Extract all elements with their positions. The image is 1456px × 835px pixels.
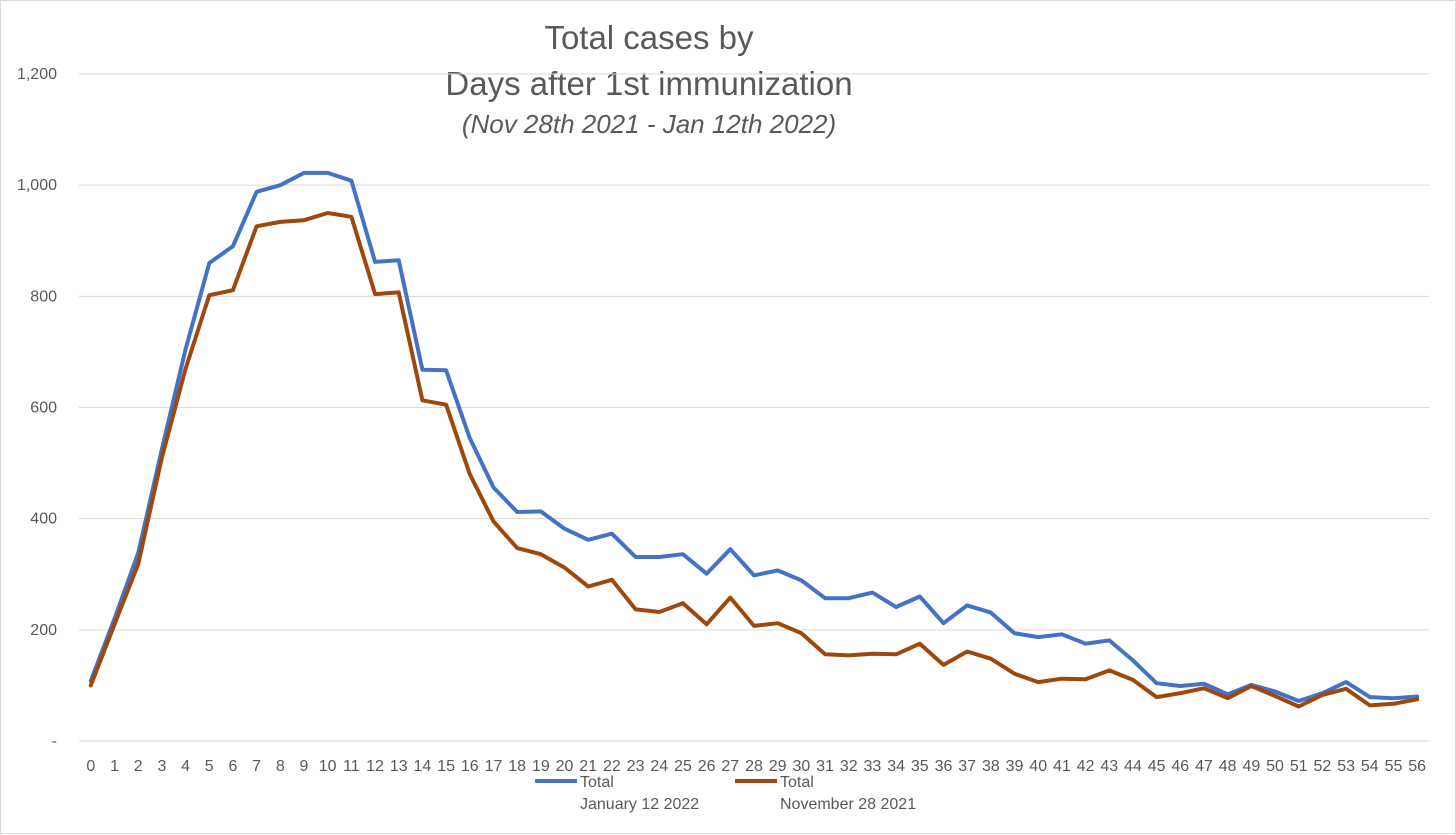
x-tick-label: 30 bbox=[792, 758, 810, 775]
y-tick-label: 1,200 bbox=[17, 66, 57, 83]
legend-label-2-line-2: November 28 2021 bbox=[780, 796, 916, 813]
x-tick-label: 13 bbox=[390, 758, 408, 775]
legend-label-2-line-1: Total bbox=[780, 774, 814, 791]
x-tick-label: 1 bbox=[110, 758, 119, 775]
y-tick-label: 600 bbox=[30, 400, 57, 417]
x-tick-label: 15 bbox=[437, 758, 455, 775]
x-tick-label: 9 bbox=[300, 758, 309, 775]
x-tick-label: 45 bbox=[1148, 758, 1166, 775]
x-tick-label: 36 bbox=[935, 758, 953, 775]
legend-label-1-line-1: Total bbox=[580, 774, 614, 791]
x-tick-label: 10 bbox=[319, 758, 337, 775]
x-tick-label: 17 bbox=[485, 758, 503, 775]
legend-label-1-line-2: January 12 2022 bbox=[580, 796, 699, 813]
x-tick-label: 18 bbox=[508, 758, 526, 775]
x-tick-label: 48 bbox=[1219, 758, 1237, 775]
y-tick-label: 200 bbox=[30, 622, 57, 639]
x-tick-label: 40 bbox=[1029, 758, 1047, 775]
x-tick-label: 20 bbox=[556, 758, 574, 775]
x-tick-label: 12 bbox=[366, 758, 384, 775]
x-tick-label: 27 bbox=[721, 758, 739, 775]
x-tick-label: 53 bbox=[1337, 758, 1355, 775]
x-tick-label: 49 bbox=[1242, 758, 1260, 775]
x-tick-label: 0 bbox=[86, 758, 95, 775]
x-tick-label: 41 bbox=[1053, 758, 1071, 775]
x-tick-label: 55 bbox=[1385, 758, 1403, 775]
x-tick-label: 14 bbox=[414, 758, 432, 775]
x-tick-label: 56 bbox=[1408, 758, 1426, 775]
x-tick-label: 22 bbox=[603, 758, 621, 775]
x-tick-label: 37 bbox=[958, 758, 976, 775]
x-tick-label: 21 bbox=[579, 758, 597, 775]
series-line-1 bbox=[88, 170, 1420, 703]
x-tick-label: 16 bbox=[461, 758, 479, 775]
y-tick-label: 1,000 bbox=[17, 177, 57, 194]
x-tick-label: 23 bbox=[627, 758, 645, 775]
x-tick-label: 3 bbox=[157, 758, 166, 775]
x-tick-label: 32 bbox=[840, 758, 858, 775]
x-tick-label: 24 bbox=[650, 758, 668, 775]
x-tick-label: 25 bbox=[674, 758, 692, 775]
x-tick-label: 26 bbox=[698, 758, 716, 775]
chart-title-line-2: Days after 1st immunization bbox=[445, 65, 853, 102]
chart-title-line-1: Total cases by bbox=[544, 19, 754, 56]
x-tick-label: 7 bbox=[252, 758, 261, 775]
x-tick-label: 6 bbox=[228, 758, 237, 775]
x-tick-label: 33 bbox=[864, 758, 882, 775]
x-tick-label: 50 bbox=[1266, 758, 1284, 775]
x-tick-label: 31 bbox=[816, 758, 834, 775]
x-tick-label: 11 bbox=[343, 758, 360, 775]
x-tick-label: 2 bbox=[134, 758, 143, 775]
x-tick-label: 39 bbox=[1006, 758, 1024, 775]
x-tick-label: 19 bbox=[532, 758, 550, 775]
x-tick-label: 38 bbox=[982, 758, 1000, 775]
chart-subtitle: (Nov 28th 2021 - Jan 12th 2022) bbox=[461, 109, 837, 139]
x-tick-label: 34 bbox=[887, 758, 905, 775]
y-tick-label: - bbox=[52, 733, 57, 750]
x-tick-label: 43 bbox=[1100, 758, 1118, 775]
series-line-2 bbox=[88, 211, 1420, 709]
x-tick-label: 29 bbox=[769, 758, 787, 775]
x-tick-label: 51 bbox=[1290, 758, 1308, 775]
x-tick-label: 5 bbox=[205, 758, 214, 775]
y-tick-label: 400 bbox=[30, 511, 57, 528]
x-tick-label: 44 bbox=[1124, 758, 1142, 775]
x-tick-label: 8 bbox=[276, 758, 285, 775]
x-tick-label: 46 bbox=[1171, 758, 1189, 775]
x-tick-label: 35 bbox=[911, 758, 929, 775]
x-tick-label: 54 bbox=[1361, 758, 1379, 775]
x-tick-label: 4 bbox=[181, 758, 190, 775]
x-tick-label: 42 bbox=[1077, 758, 1095, 775]
x-tick-label: 47 bbox=[1195, 758, 1213, 775]
y-tick-label: 800 bbox=[30, 288, 57, 305]
x-tick-label: 52 bbox=[1314, 758, 1332, 775]
x-tick-label: 28 bbox=[745, 758, 763, 775]
